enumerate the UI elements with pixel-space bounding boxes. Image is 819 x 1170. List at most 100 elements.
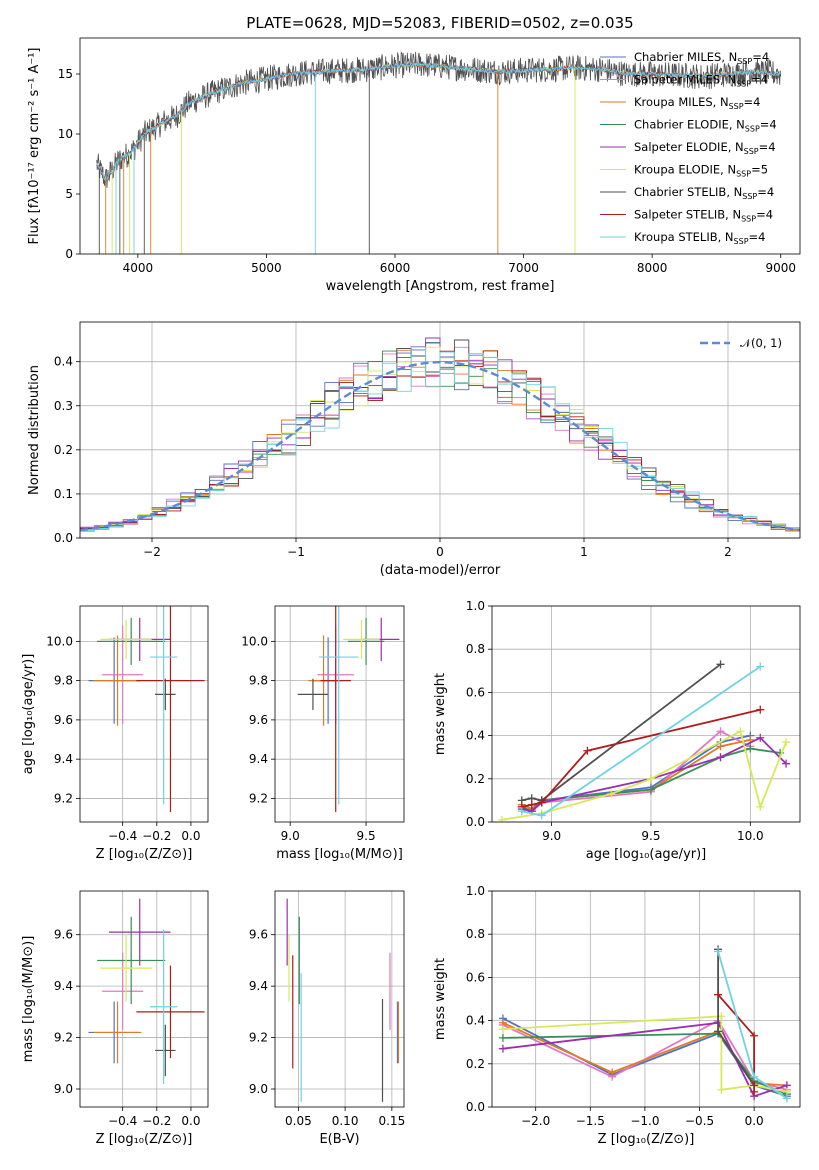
y-tick-label: 0.2 — [466, 772, 485, 786]
series-kroupa-stelib — [517, 662, 765, 820]
x-tick-label: 10.0 — [737, 829, 764, 843]
errorbar-kroupa-miles — [93, 635, 142, 726]
y-tick-label: 9.0 — [54, 1082, 73, 1096]
x-tick-label: 0.10 — [332, 1114, 359, 1128]
y-axis-label: mass [log₁₀(M/M⊙)] — [21, 936, 36, 1063]
y-tick-label: 0 — [65, 247, 73, 261]
y-tick-label: 0.6 — [466, 685, 485, 699]
data-point — [756, 662, 765, 671]
legend-label: Kroupa STELIB, NSSP=4 — [634, 230, 765, 246]
errorbar-kroupa-stelib — [319, 606, 359, 805]
panel-mass-age: 9.0 9.5 9.2 9.4 9.6 9.8 10.0 mass [log₁₀(M/M⊙)] — [241, 605, 405, 862]
data-point — [782, 738, 791, 747]
axes-frame — [79, 321, 801, 539]
legend-label: Kroupa ELODIE, NSSP=5 — [634, 163, 768, 179]
y-tick-label: 9.6 — [54, 713, 73, 727]
y-axis-label: mass weight — [433, 673, 448, 755]
errorbar-kroupa-miles — [93, 1001, 142, 1064]
plot-area-mass-age — [297, 606, 400, 813]
legend-label: 𝒩(0, 1) — [740, 336, 782, 350]
y-tick-label: 0.3 — [54, 399, 73, 413]
data-point — [537, 798, 546, 807]
x-axis-label: Z [log₁₀(Z/Z⊙)] — [96, 847, 193, 862]
x-axis-label: (data-model)/error — [380, 563, 501, 578]
data-point — [756, 733, 765, 742]
errorbar-chabrier-stelib — [155, 678, 176, 711]
y-axis-label: Flux [fλ10⁻¹⁷ erg cm⁻² s⁻¹ A⁻¹] — [27, 48, 42, 245]
y-tick-label: 0.8 — [466, 927, 485, 941]
y-tick-label: 0.4 — [466, 729, 485, 743]
data-point — [608, 1068, 617, 1077]
errorbar-kroupa-elodie — [100, 934, 152, 1002]
legend-label: Kroupa MILES, NSSP=4 — [634, 95, 760, 111]
panel-ebv-mass: 0.05 0.10 0.15 9.0 9.2 9.4 9.6 E(B-V) — [249, 890, 405, 1147]
x-tick-label: −2 — [143, 545, 161, 559]
errorbar-chabrier-stelib — [155, 1024, 176, 1077]
data-point — [527, 800, 536, 809]
y-tick-label: 9.6 — [249, 928, 268, 942]
legend-label: Chabrier ELODIE, NSSP=4 — [634, 118, 777, 134]
plot-area-age-massweight — [497, 660, 791, 822]
errorbar-kroupa-elodie — [343, 619, 380, 660]
data-point — [498, 1033, 507, 1042]
panel-Z-massweight: −2.0 −1.5 −1.0 −0.5 0.0 0.0 0.2 0.4 0.6 0.8 1.0 Z [… — [433, 884, 801, 1147]
errorbar-chabrier-elodie — [97, 617, 166, 665]
series-kroupa-stelib — [714, 947, 791, 1103]
plot-area-residuals — [80, 337, 800, 538]
panel-spectrum: 4000 5000 6000 7000 8000 9000 0 5 10 15 wavelength… — [27, 37, 801, 294]
data-point — [607, 789, 616, 798]
y-tick-label: 9.4 — [54, 752, 73, 766]
errorbar-kroupa-stelib — [149, 929, 178, 1084]
y-tick-label: 15 — [58, 67, 73, 81]
x-tick-label: 0.0 — [745, 1114, 764, 1128]
axes-frame — [491, 890, 801, 1108]
x-tick-label: 7000 — [508, 261, 539, 275]
x-tick-label: 0.0 — [181, 1114, 200, 1128]
y-tick-label: 10.0 — [241, 634, 268, 648]
y-tick-label: 0.1 — [54, 487, 73, 501]
axes-frame — [274, 890, 405, 1108]
axes-frame — [491, 605, 801, 823]
normal-curve — [80, 360, 800, 532]
x-tick-label: −0.2 — [142, 829, 171, 843]
data-point — [756, 802, 765, 811]
x-axis-label: wavelength [Angstrom, rest frame] — [326, 279, 555, 294]
axes-frame — [79, 37, 801, 255]
x-tick-label: 6000 — [380, 261, 411, 275]
axes-frame — [79, 890, 209, 1108]
figure-title: PLATE=0628, MJD=52083, FIBERID=0502, z=0… — [246, 14, 633, 32]
x-tick-label: −0.4 — [108, 829, 137, 843]
y-tick-label: 9.4 — [54, 979, 73, 993]
y-tick-label: 0.0 — [466, 1100, 485, 1114]
legend-label: Chabrier MILES, NSSP=4 — [634, 50, 769, 66]
x-axis-label: mass [log₁₀(M/M⊙)] — [276, 847, 403, 862]
data-point — [646, 774, 655, 783]
data-point — [583, 746, 592, 755]
y-tick-label: 10 — [58, 127, 73, 141]
y-tick-label: 9.4 — [249, 752, 268, 766]
x-tick-label: 1 — [580, 545, 588, 559]
errorbar-salpeter-elodie — [109, 898, 171, 966]
x-tick-label: 9.5 — [641, 829, 660, 843]
y-tick-label: 0.6 — [466, 970, 485, 984]
y-tick-label: 9.6 — [54, 928, 73, 942]
series-line — [501, 729, 787, 821]
data-point — [746, 744, 755, 753]
series-salpeter-stelib — [517, 705, 765, 811]
data-point — [736, 727, 745, 736]
y-tick-label: 9.2 — [54, 1031, 73, 1045]
series-kroupa-elodie — [497, 727, 791, 822]
x-axis-label: E(B-V) — [319, 1132, 359, 1147]
data-point — [750, 1031, 759, 1040]
series-chabrier-stelib — [517, 660, 725, 805]
x-tick-label: 4000 — [123, 261, 154, 275]
y-tick-label: 10.0 — [46, 634, 73, 648]
data-point — [716, 727, 725, 736]
plot-area-Z-mass — [88, 898, 205, 1084]
plot-area-ebv-mass — [286, 898, 399, 1102]
data-point — [714, 990, 723, 999]
x-tick-label: 0.15 — [378, 1114, 405, 1128]
x-tick-label: −1.5 — [576, 1114, 605, 1128]
x-tick-label: 0 — [436, 545, 444, 559]
x-tick-label: −0.4 — [108, 1114, 137, 1128]
